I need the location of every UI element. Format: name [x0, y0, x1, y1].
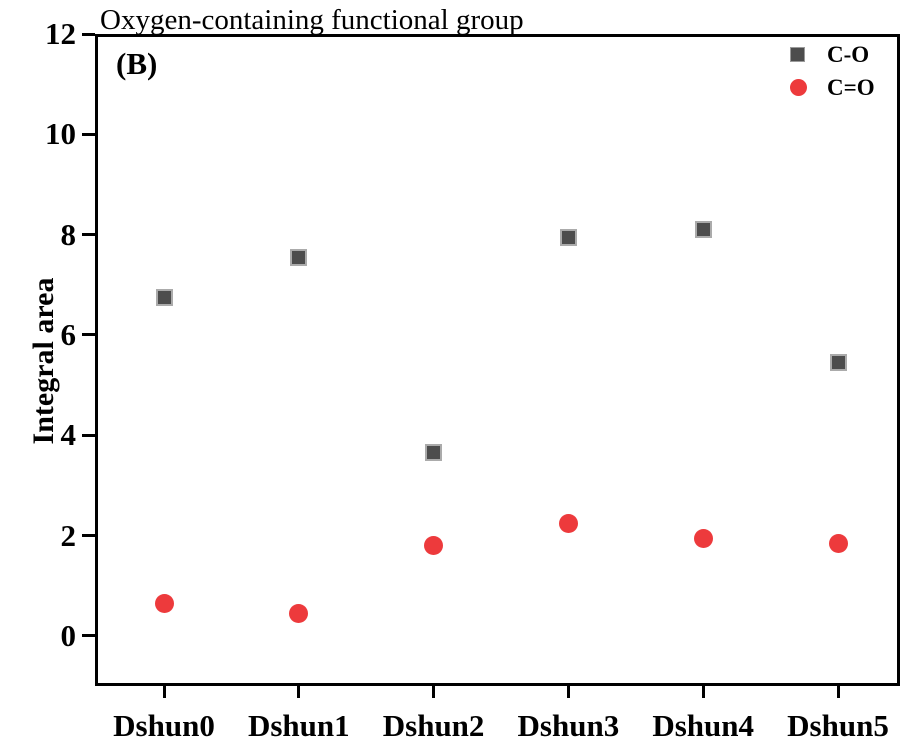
y-tick-mark — [82, 233, 95, 237]
legend-label: C=O — [827, 75, 875, 100]
x-tick-mark — [566, 686, 570, 698]
y-tick-label: 2 — [60, 517, 77, 553]
x-tick-mark — [701, 686, 705, 698]
x-tick-mark — [162, 686, 166, 698]
y-tick-mark — [82, 433, 95, 437]
legend-label: C-O — [827, 42, 870, 67]
square-marker-icon — [790, 47, 805, 62]
x-tick-label: Dshun1 — [247, 708, 350, 743]
x-tick-label: Dshun5 — [787, 708, 889, 743]
y-tick-mark — [82, 333, 95, 337]
y-tick-label: 8 — [60, 216, 77, 252]
x-tick-label: Dshun3 — [517, 708, 620, 743]
y-tick-mark — [82, 32, 95, 36]
y-tick-label: 6 — [60, 316, 77, 352]
y-tick-label: 4 — [60, 417, 77, 453]
x-tick-label: Dshun0 — [113, 708, 215, 743]
data-point-c=o-dshun5 — [828, 533, 848, 553]
data-point-c=o-dshun3 — [558, 513, 578, 533]
data-point-c=o-dshun2 — [424, 536, 444, 556]
data-point-c=o-dshun1 — [289, 603, 309, 623]
x-tick-label: Dshun2 — [382, 708, 485, 743]
x-tick-label: Dshun4 — [652, 708, 755, 743]
y-tick-mark — [82, 634, 95, 638]
y-tick-mark — [82, 534, 95, 538]
data-point-c-o-dshun2 — [425, 444, 443, 462]
data-point-c-o-dshun0 — [155, 288, 173, 306]
data-point-c-o-dshun1 — [290, 248, 308, 266]
x-tick-mark — [297, 686, 301, 698]
data-point-c=o-dshun4 — [693, 528, 713, 548]
circle-marker-icon — [790, 79, 807, 96]
data-point-c-o-dshun4 — [694, 221, 712, 239]
chart-title: Oxygen-containing functional group — [100, 4, 524, 36]
data-point-c=o-dshun0 — [154, 593, 174, 613]
x-tick-mark — [432, 686, 436, 698]
y-tick-label: 0 — [60, 617, 77, 653]
data-point-c-o-dshun3 — [559, 228, 577, 246]
y-tick-label: 12 — [45, 16, 76, 51]
y-tick-label: 10 — [45, 116, 76, 152]
panel-label: (B) — [116, 46, 158, 81]
plot-area — [95, 34, 900, 686]
y-tick-mark — [82, 132, 95, 136]
data-point-c-o-dshun5 — [829, 354, 847, 371]
x-tick-mark — [836, 686, 840, 698]
